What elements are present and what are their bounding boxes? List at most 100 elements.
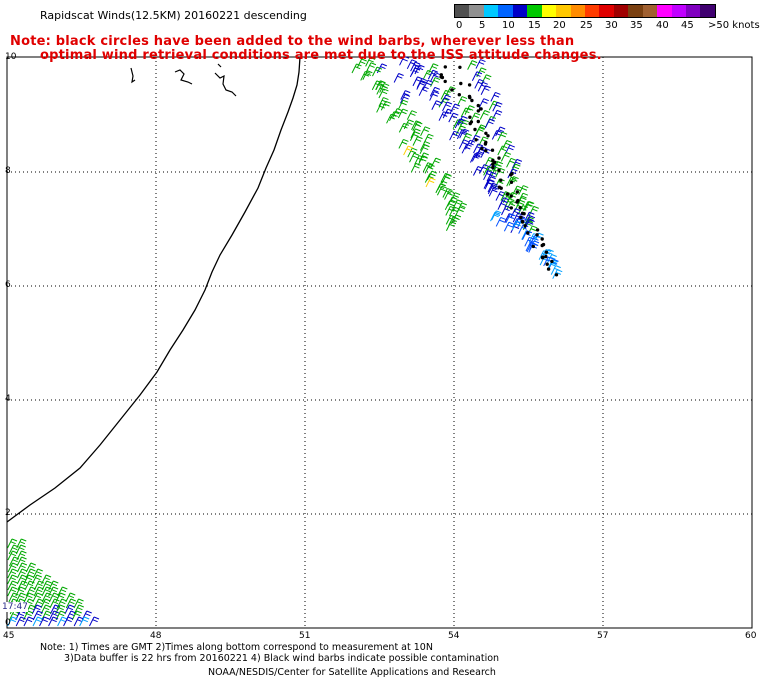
contamination-marker bbox=[515, 190, 519, 194]
wind-barb bbox=[371, 80, 382, 91]
wind-barb bbox=[16, 562, 28, 573]
wind-barb bbox=[8, 544, 19, 555]
wind-barb bbox=[407, 147, 418, 158]
wind-barb bbox=[497, 131, 508, 142]
wind-barb bbox=[479, 110, 490, 120]
contamination-marker bbox=[519, 215, 523, 220]
x-tick-label: 57 bbox=[597, 631, 609, 641]
contamination-marker bbox=[486, 134, 490, 138]
wind-barb bbox=[490, 91, 501, 102]
wind-barb bbox=[435, 183, 446, 194]
contamination-marker bbox=[484, 131, 488, 135]
wind-barb bbox=[7, 586, 18, 597]
wind-barb bbox=[376, 102, 387, 113]
wind-barb bbox=[55, 592, 66, 603]
wind-barb bbox=[7, 616, 18, 627]
legend-swatch bbox=[469, 5, 484, 17]
legend-swatch bbox=[657, 5, 672, 17]
y-tick-label: 4 bbox=[5, 394, 11, 404]
wind-barb bbox=[454, 118, 465, 129]
legend-swatch bbox=[512, 5, 528, 17]
footer-note-1: Note: 1) Times are GMT 2)Times along bot… bbox=[40, 642, 433, 653]
wind-barb bbox=[474, 126, 485, 136]
wind-barb bbox=[400, 93, 411, 104]
legend-label: 10 bbox=[502, 20, 515, 31]
wind-barb bbox=[365, 56, 376, 67]
wind-barb bbox=[48, 610, 60, 621]
wind-barb bbox=[418, 152, 429, 163]
contamination-marker bbox=[515, 200, 519, 204]
wind-barb bbox=[7, 574, 18, 585]
wind-barb bbox=[397, 108, 409, 119]
contamination-marker bbox=[535, 228, 540, 232]
contamination-marker bbox=[510, 172, 514, 176]
wind-barb bbox=[420, 126, 431, 137]
wind-barb bbox=[500, 151, 512, 162]
wind-barb bbox=[365, 62, 377, 72]
contamination-marker bbox=[443, 79, 447, 84]
wind-barb bbox=[429, 91, 440, 101]
wind-barb bbox=[398, 99, 409, 110]
legend-label: 0 bbox=[456, 20, 463, 31]
contamination-marker bbox=[491, 162, 495, 166]
wind-barb bbox=[386, 113, 397, 124]
wind-barb bbox=[480, 85, 491, 95]
contamination-markers bbox=[439, 65, 559, 277]
wind-barb bbox=[470, 153, 481, 163]
wind-barb bbox=[457, 96, 468, 106]
contamination-marker bbox=[509, 206, 513, 210]
y-tick-label: 10 bbox=[5, 52, 17, 62]
wind-barb bbox=[39, 616, 50, 627]
wind-barb bbox=[16, 556, 27, 567]
wind-barb bbox=[419, 144, 430, 155]
legend-swatch bbox=[483, 5, 499, 17]
wind-barb bbox=[416, 80, 427, 90]
wind-barb bbox=[471, 71, 483, 81]
contamination-marker bbox=[509, 194, 513, 198]
contamination-marker bbox=[540, 256, 545, 260]
legend-swatch bbox=[628, 5, 643, 17]
wind-barb bbox=[424, 173, 435, 183]
wind-barb bbox=[417, 155, 428, 166]
wind-barb bbox=[89, 616, 100, 627]
coastline bbox=[6, 56, 301, 523]
wind-barb bbox=[393, 73, 404, 83]
wind-barb bbox=[474, 78, 485, 89]
wind-barb bbox=[506, 200, 517, 211]
wind-barb bbox=[32, 610, 43, 621]
contamination-marker bbox=[499, 186, 503, 190]
wind-barb bbox=[467, 60, 478, 70]
contamination-marker bbox=[476, 109, 480, 113]
contamination-marker bbox=[509, 180, 514, 184]
contamination-marker bbox=[484, 149, 488, 153]
wind-barb bbox=[8, 592, 19, 603]
wind-barb bbox=[472, 166, 484, 176]
contamination-marker bbox=[476, 103, 480, 108]
contamination-marker bbox=[459, 81, 463, 86]
contamination-marker bbox=[480, 146, 484, 151]
wind-barb bbox=[497, 200, 508, 210]
wind-barb bbox=[491, 210, 502, 221]
wind-barb bbox=[511, 220, 522, 231]
wind-barb bbox=[16, 568, 28, 579]
wind-barb bbox=[23, 616, 34, 627]
y-tick-label: 2 bbox=[5, 508, 11, 518]
wind-barb bbox=[380, 100, 391, 111]
legend-swatch bbox=[570, 5, 585, 17]
wind-barb bbox=[495, 191, 506, 201]
wind-barb bbox=[372, 66, 383, 77]
wind-barb bbox=[511, 158, 523, 169]
contamination-marker bbox=[550, 259, 554, 264]
contamination-marker bbox=[440, 75, 445, 80]
x-tick-label: 48 bbox=[150, 631, 162, 641]
wind-barb bbox=[488, 186, 499, 197]
wind-barb bbox=[449, 206, 460, 217]
wind-barb bbox=[486, 171, 497, 182]
wind-barb bbox=[460, 107, 471, 118]
map-title: Rapidscat Winds(12.5KM) 20160221 descend… bbox=[40, 9, 307, 22]
wind-barb bbox=[525, 215, 536, 226]
wind-barb bbox=[516, 197, 527, 207]
legend-swatch bbox=[686, 5, 701, 17]
wind-barb bbox=[484, 118, 495, 129]
